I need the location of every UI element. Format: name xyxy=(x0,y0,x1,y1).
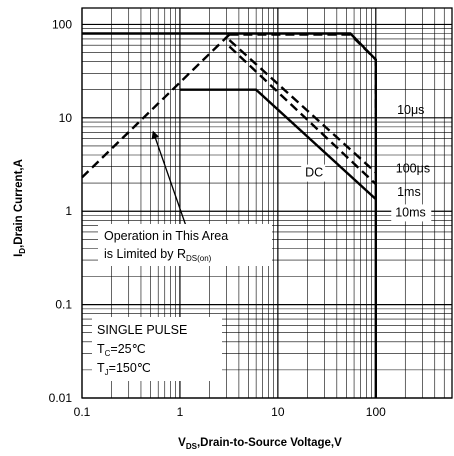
series-label-text: DC xyxy=(305,166,323,180)
single-pulse-annotation: SINGLE PULSE TC=25℃ TJ=150℃ xyxy=(92,317,222,381)
operation-line1: Operation in This Area xyxy=(104,229,228,243)
series-line-10ms xyxy=(82,32,377,398)
x-axis-title: VDS,Drain-to-Source Voltage,V xyxy=(178,437,342,451)
series-line-dc xyxy=(179,88,377,200)
series-lines xyxy=(81,32,377,398)
tc-label: TC=25℃ xyxy=(97,342,146,358)
y-axis-title: ID,Drain Current,A xyxy=(13,159,27,257)
series-labels: 10μs 100μs 1ms 10ms DC xyxy=(301,103,432,222)
annotation-arrow xyxy=(151,130,187,227)
series-label-text: 10ms xyxy=(395,205,426,219)
series-label-10ms: 10ms xyxy=(391,204,432,222)
series-label-bg xyxy=(391,204,432,222)
series-label-100us: 100μs xyxy=(396,161,430,175)
y-tick-label: 0.1 xyxy=(55,298,72,312)
y-tick-label: 1 xyxy=(65,204,72,218)
y-tick-label: 10 xyxy=(59,111,73,125)
x-tick-label: 10 xyxy=(271,405,285,419)
operation-annotation: Operation in This Area is Limited by RDS… xyxy=(98,224,272,266)
x-tick-label: 100 xyxy=(366,405,386,419)
series-label-text: 100μs xyxy=(396,161,430,175)
series-label-10us: 10μs xyxy=(397,103,424,117)
operation-line2: is Limited by RDS(on) xyxy=(104,247,212,263)
y-tick-label: 100 xyxy=(52,17,72,31)
series-label-dc: DC xyxy=(301,164,326,182)
series-label-text: 1ms xyxy=(397,185,421,199)
x-tick-label: 1 xyxy=(177,405,184,419)
series-label-text: 10μs xyxy=(397,103,424,117)
x-tick-label: 0.1 xyxy=(74,405,91,419)
series-line-r-ds-on-limit xyxy=(81,33,231,179)
single-pulse-label: SINGLE PULSE xyxy=(97,323,187,337)
series-line-100us xyxy=(228,39,377,174)
y-tick-label: 0.01 xyxy=(49,391,73,405)
series-label-1ms: 1ms xyxy=(397,185,421,199)
plot-frame xyxy=(81,7,453,399)
series-label-bg xyxy=(301,164,326,182)
tj-label: TJ=150℃ xyxy=(97,361,151,377)
series-line-1ms xyxy=(228,45,377,185)
